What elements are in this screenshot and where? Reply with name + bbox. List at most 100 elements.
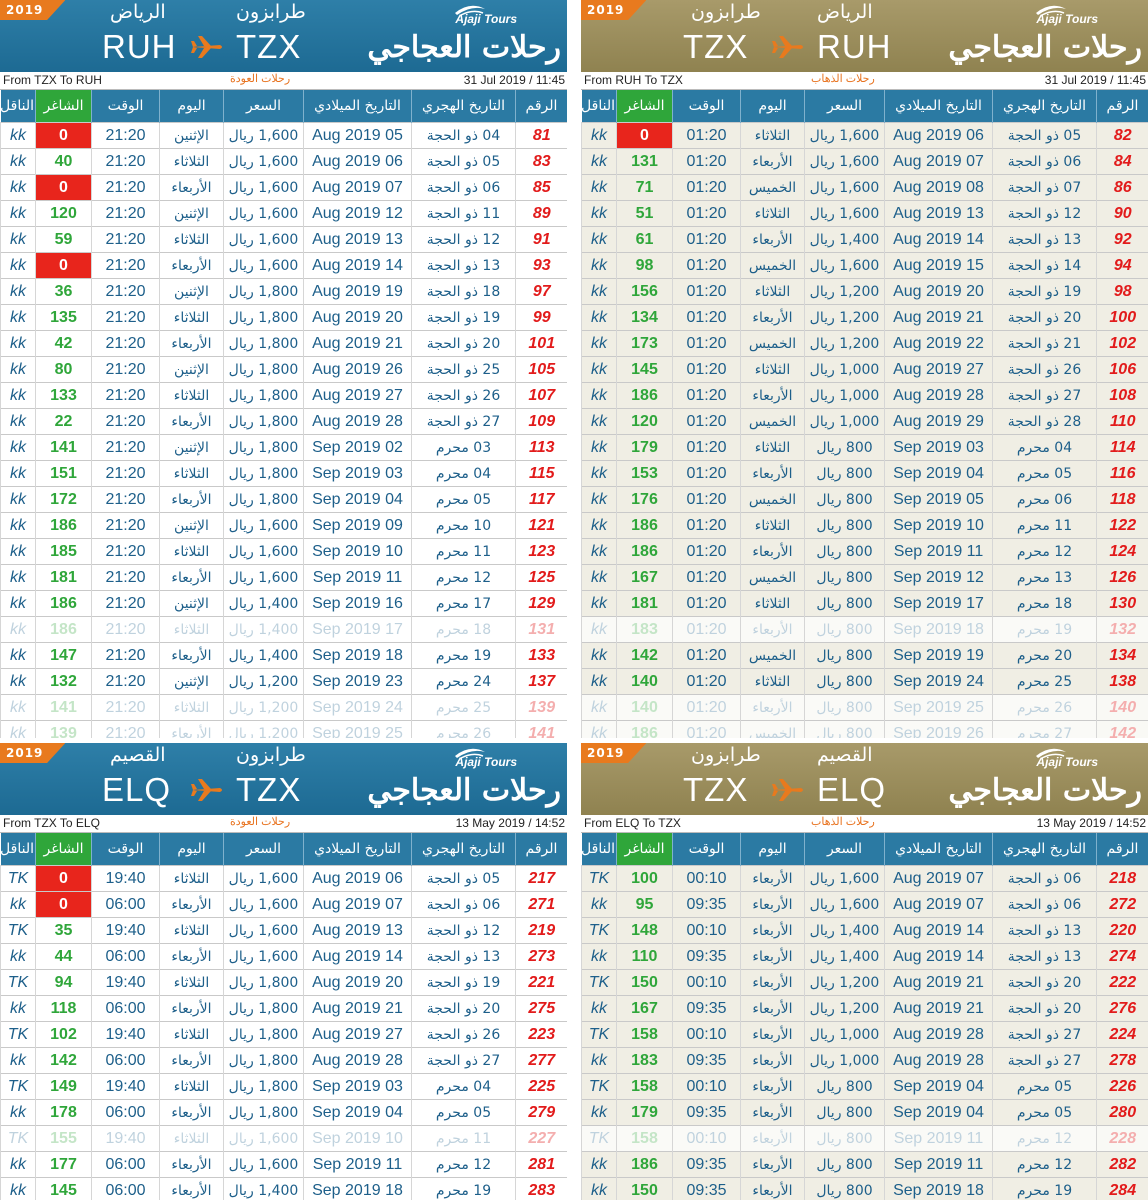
ajaji-swoosh-icon — [453, 2, 487, 16]
cell-flight-number: 84 — [1096, 148, 1148, 175]
cell-weekday: الخميس — [740, 564, 805, 591]
cell-weekday: الأربعاء — [159, 174, 224, 201]
cell-seats-available: 59 — [35, 226, 92, 253]
cell-seats-available: 139 — [35, 720, 92, 738]
cell-time: 01:20 — [672, 720, 741, 738]
cell-flight-number: 101 — [515, 330, 567, 357]
cell-time: 01:20 — [672, 278, 741, 305]
destination-code: TZX — [683, 771, 749, 808]
cell-flight-number: 106 — [1096, 356, 1148, 383]
cell-carrier: TK — [0, 1021, 36, 1048]
route-from-to: From ELQ To TZX — [584, 816, 681, 830]
cell-gregorian-date: 21 Aug 2019 — [303, 995, 412, 1022]
cell-weekday: الثلاثاء — [740, 590, 805, 617]
cell-carrier: TK — [0, 865, 36, 892]
cell-flight-number: 86 — [1096, 174, 1148, 201]
cell-seats-available: 102 — [35, 1021, 92, 1048]
cell-time: 09:35 — [672, 995, 741, 1022]
cell-flight-number: 277 — [515, 1047, 567, 1074]
cell-weekday: الأربعاء — [159, 252, 224, 279]
cell-price: 1,600 ريال — [223, 865, 304, 892]
cell-weekday: الأربعاء — [740, 891, 805, 918]
cell-weekday: الإثنين — [159, 278, 224, 305]
table-row: 134 20 محرم 19 Sep 2019 800 ريال الخميس 01:20… — [581, 642, 1148, 669]
cell-hijri-date: 13 ذو الحجة — [992, 226, 1097, 253]
table-row: 97 18 ذو الحجة 19 Aug 2019 1,800 ريال الإثني… — [0, 278, 567, 305]
cell-flight-number: 225 — [515, 1073, 567, 1100]
table-header-row: الرقم التاريخ الهجري التاريخ الميلادي السعر… — [0, 90, 567, 123]
cell-price: 1,800 ريال — [223, 304, 304, 331]
cell-gregorian-date: 20 Aug 2019 — [303, 969, 412, 996]
cell-carrier: TK — [581, 1073, 617, 1100]
cell-price: 1,000 ريال — [804, 1021, 885, 1048]
table-row: 137 24 محرم 23 Sep 2019 1,200 ريال الإثنين 21… — [0, 668, 567, 695]
destination-code: ELQ — [102, 771, 172, 808]
cell-carrier: kk — [581, 278, 617, 305]
cell-time: 19:40 — [91, 1021, 160, 1048]
table-row: 282 12 محرم 11 Sep 2019 800 ريال الأربعاء 09:… — [581, 1151, 1148, 1178]
cell-weekday: الأربعاء — [740, 694, 805, 721]
route-info-bar: From TZX To ELQ رحلات العودة 13 May 2019 /… — [0, 815, 567, 833]
cell-hijri-date: 13 محرم — [992, 564, 1097, 591]
cell-price: 1,600 ريال — [223, 226, 304, 253]
cell-seats-available: 98 — [616, 252, 673, 279]
cell-seats-available: 142 — [616, 642, 673, 669]
cell-time: 01:20 — [672, 304, 741, 331]
cell-seats-available: 142 — [35, 1047, 92, 1074]
cell-price: 1,800 ريال — [223, 969, 304, 996]
flights-table: الرقم التاريخ الهجري التاريخ الميلادي السعر… — [0, 90, 567, 738]
panel-header: 2019 طرابزون الرياض TZX RUH Ajaji Tours رحلات … — [581, 0, 1148, 72]
destination-city-ar: الرياض — [110, 1, 166, 23]
cell-weekday: الثلاثاء — [159, 694, 224, 721]
cell-gregorian-date: 11 Sep 2019 — [884, 1151, 993, 1178]
cell-flight-number: 222 — [1096, 969, 1148, 996]
destination-city-ar: طرابزون — [691, 744, 761, 766]
cell-hijri-date: 06 ذو الحجة — [992, 865, 1097, 892]
table-row: 108 27 ذو الحجة 28 Aug 2019 1,000 ريال الأرب… — [581, 382, 1148, 409]
cell-carrier: kk — [0, 1151, 36, 1178]
cell-seats-available: 181 — [616, 590, 673, 617]
cell-hijri-date: 12 محرم — [411, 1151, 516, 1178]
cell-time: 09:35 — [672, 1099, 741, 1126]
cell-time: 01:20 — [672, 330, 741, 357]
table-row: 92 13 ذو الحجة 14 Aug 2019 1,400 ريال الأربع… — [581, 226, 1148, 253]
brand-name-ar: رحلات العجاجي — [367, 30, 561, 65]
cell-carrier: kk — [581, 408, 617, 435]
cell-carrier: kk — [0, 891, 36, 918]
cell-hijri-date: 04 محرم — [411, 1073, 516, 1100]
cell-weekday: الخميس — [740, 408, 805, 435]
table-row: 124 12 محرم 11 Sep 2019 800 ريال الأربعاء 01:… — [581, 538, 1148, 565]
cell-gregorian-date: 17 Sep 2019 — [884, 590, 993, 617]
cell-hijri-date: 12 ذو الحجة — [411, 917, 516, 944]
cell-flight-number: 133 — [515, 642, 567, 669]
panel-header: 2019 الرياض طرابزون RUH TZX Ajaji Tours رحلات … — [0, 0, 567, 72]
cell-hijri-date: 11 ذو الحجة — [411, 200, 516, 227]
cell-weekday: الثلاثاء — [159, 226, 224, 253]
panel-header: 2019 طرابزون القصيم TZX ELQ Ajaji Tours رحلات … — [581, 743, 1148, 815]
cell-seats-available: 95 — [616, 891, 673, 918]
cell-carrier: kk — [0, 538, 36, 565]
table-row: 221 19 ذو الحجة 20 Aug 2019 1,800 ريال الثلا… — [0, 969, 567, 996]
cell-carrier: TK — [581, 1125, 617, 1152]
cell-price: 800 ريال — [804, 460, 885, 487]
cell-flight-number: 138 — [1096, 668, 1148, 695]
column-header-seats-available: الشاغر — [35, 90, 92, 123]
cell-price: 1,600 ريال — [223, 122, 304, 149]
cell-hijri-date: 05 محرم — [992, 460, 1097, 487]
route-from-to: From TZX To ELQ — [3, 816, 100, 830]
cell-gregorian-date: 19 Aug 2019 — [303, 278, 412, 305]
cell-hijri-date: 20 محرم — [992, 642, 1097, 669]
cell-hijri-date: 20 ذو الحجة — [411, 330, 516, 357]
cell-hijri-date: 14 ذو الحجة — [992, 252, 1097, 279]
route-from-to: From TZX To RUH — [3, 73, 102, 87]
cell-seats-available: 186 — [35, 616, 92, 643]
cell-seats-available: 145 — [35, 1177, 92, 1200]
panel-header: 2019 القصيم طرابزون ELQ TZX Ajaji Tours رحلات … — [0, 743, 567, 815]
table-row: 90 12 ذو الحجة 13 Aug 2019 1,600 ريال الثلاث… — [581, 200, 1148, 227]
cell-gregorian-date: 05 Sep 2019 — [884, 486, 993, 513]
cell-time: 01:20 — [672, 512, 741, 539]
cell-carrier: TK — [581, 969, 617, 996]
cell-gregorian-date: 14 Aug 2019 — [303, 252, 412, 279]
cell-hijri-date: 27 ذو الحجة — [992, 1047, 1097, 1074]
cell-weekday: الأربعاء — [740, 1177, 805, 1200]
